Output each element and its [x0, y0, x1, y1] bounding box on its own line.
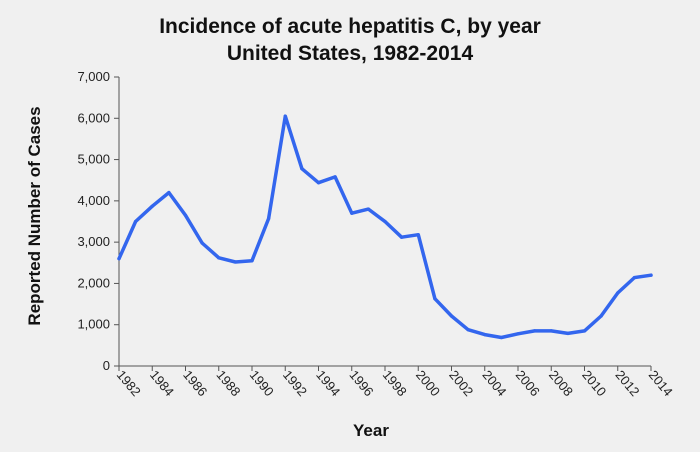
y-tick-label: 0: [103, 358, 110, 373]
data-point: [616, 291, 620, 295]
data-point: [200, 241, 204, 245]
x-tick-label: 2008: [546, 367, 576, 399]
data-point: [533, 329, 537, 333]
x-axis-label: Year: [353, 421, 389, 440]
data-point: [150, 204, 154, 208]
y-tick-label: 3,000: [77, 234, 110, 249]
data-point: [383, 219, 387, 224]
data-point: [300, 167, 304, 171]
series-line: [117, 114, 653, 340]
x-tick-label: 1994: [313, 367, 343, 399]
data-point: [233, 260, 237, 264]
data-point: [599, 314, 603, 318]
data-point: [400, 235, 404, 239]
data-point: [183, 213, 188, 217]
data-point: [466, 328, 470, 332]
data-point: [134, 219, 138, 224]
data-point: [333, 175, 337, 179]
chart-subtitle: United States, 1982-2014: [227, 42, 474, 65]
data-point: [316, 181, 321, 185]
x-tick-label: 2002: [446, 367, 476, 399]
x-tick-label: 2010: [579, 367, 609, 399]
x-tick-label: 1982: [114, 367, 144, 399]
data-point: [549, 329, 553, 333]
y-tick-label: 1,000: [77, 317, 110, 332]
data-point: [649, 273, 653, 277]
data-point: [167, 191, 171, 195]
data-point: [250, 259, 254, 263]
data-point: [366, 207, 370, 211]
x-tick-label: 1988: [213, 367, 243, 399]
data-point: [433, 297, 437, 301]
data-point: [416, 233, 420, 237]
y-axis: 0 1,000 2,000 3,000 4,000 5,000 6,000 7,000: [77, 69, 120, 373]
chart-title: Incidence of acute hepatitis C, by year: [159, 15, 541, 38]
x-tick-label: 1998: [380, 367, 410, 399]
data-point: [350, 211, 354, 215]
x-axis: 1982 1984 1986 1988 1990 1992 1994 1996 1998 2000…: [114, 365, 676, 399]
x-tick-label: 1986: [180, 367, 210, 399]
data-point: [582, 329, 587, 333]
y-tick-label: 2,000: [77, 275, 110, 290]
x-tick-label: 2012: [612, 367, 642, 399]
data-point: [283, 114, 287, 118]
y-tick-label: 4,000: [77, 193, 110, 208]
data-point: [267, 217, 271, 221]
series-layer: [117, 114, 653, 340]
x-tick-label: 1996: [346, 367, 376, 399]
y-tick-label: 6,000: [77, 110, 110, 125]
x-tick-label: 1984: [147, 367, 177, 399]
y-axis-label: Reported Number of Cases: [25, 106, 44, 325]
y-tick-label: 7,000: [77, 69, 110, 84]
data-point: [499, 335, 503, 340]
y-tick-label: 5,000: [77, 152, 110, 167]
data-point: [566, 331, 570, 335]
data-point: [217, 256, 221, 260]
data-point: [516, 332, 520, 336]
data-point: [632, 276, 636, 280]
data-point: [449, 314, 454, 318]
x-tick-label: 2004: [479, 367, 509, 399]
x-tick-label: 1992: [280, 367, 310, 399]
x-tick-label: 2000: [413, 367, 443, 399]
x-tick-label: 2014: [646, 367, 676, 399]
data-point: [483, 333, 487, 337]
x-tick-label: 2006: [513, 367, 543, 399]
x-tick-label: 1990: [247, 367, 277, 399]
data-point: [117, 257, 121, 261]
